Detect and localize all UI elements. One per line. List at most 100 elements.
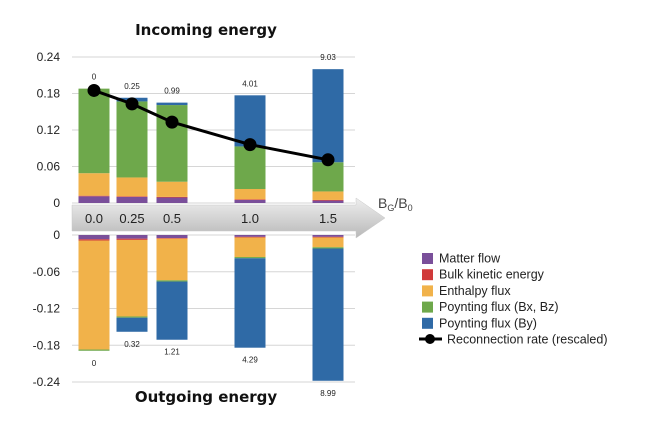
legend-label-bulk-kinetic-energy: Bulk kinetic energy bbox=[439, 268, 545, 282]
bar-segment-matter-flow bbox=[312, 200, 344, 203]
bar-segment-poynting-flux-bx-bz bbox=[78, 349, 110, 351]
reconnection-rate-point bbox=[243, 138, 257, 152]
legend-swatch-poynting-flux-by bbox=[422, 317, 433, 329]
bar-segment-bulk-kinetic-energy bbox=[156, 196, 188, 198]
bar-segment-bulk-kinetic-energy bbox=[156, 238, 188, 239]
legend-label-reconnection-rate-rescaled: Reconnection rate (rescaled) bbox=[447, 333, 608, 347]
bar-segment-poynting-flux-bx-bz bbox=[78, 88, 110, 174]
bar-total-label: 9.03 bbox=[320, 53, 336, 62]
bar-total-label: 0 bbox=[92, 73, 97, 82]
legend-swatch-enthalpy-flux bbox=[422, 285, 433, 297]
legend: Matter flow Bulk kinetic energy Enthalpy f… bbox=[419, 252, 608, 347]
reconnection-rate-point bbox=[87, 83, 101, 97]
bar-segment-matter-flow bbox=[116, 235, 148, 239]
bar-total-label: 0.32 bbox=[124, 340, 140, 349]
reconnection-rate-point bbox=[321, 153, 335, 167]
bar-segment-poynting-flux-bx-bz bbox=[156, 280, 188, 282]
bar-segment-poynting-flux-bx-bz bbox=[312, 162, 344, 192]
bar-segment-enthalpy-flux bbox=[116, 239, 148, 317]
bar-segment-poynting-flux-bx-bz bbox=[116, 101, 148, 178]
bar-segment-enthalpy-flux bbox=[78, 173, 110, 196]
bar-segment-poynting-flux-by bbox=[156, 281, 188, 340]
bar-segment-poynting-flux-by bbox=[234, 95, 266, 147]
bar-segment-poynting-flux-bx-bz bbox=[312, 247, 344, 249]
x-tick-label: 0.25 bbox=[119, 211, 144, 226]
y-tick-label: 0 bbox=[53, 228, 60, 242]
legend-label-enthalpy-flux: Enthalpy flux bbox=[439, 284, 511, 298]
x-tick-label: 1.5 bbox=[319, 211, 337, 226]
legend-label-poynting-flux-bx-bz: Poynting flux (Bx, Bz) bbox=[439, 300, 559, 314]
bar-segment-poynting-flux-by bbox=[312, 69, 344, 163]
x-tick-label: 0.5 bbox=[163, 211, 181, 226]
bar-segment-bulk-kinetic-energy bbox=[234, 236, 266, 238]
bar-segment-bulk-kinetic-energy bbox=[234, 199, 266, 200]
title-outgoing: Outgoing energy bbox=[135, 388, 278, 406]
bar-segment-enthalpy-flux bbox=[234, 189, 266, 200]
x-axis-arrow bbox=[71, 197, 386, 239]
bar-segment-matter-flow bbox=[78, 235, 110, 240]
bar-segment-matter-flow bbox=[156, 197, 188, 203]
y-tick-label: -0.24 bbox=[33, 375, 61, 389]
bar-total-label: 4.01 bbox=[242, 79, 258, 88]
bars-outgoing bbox=[78, 235, 344, 381]
bar-segment-matter-flow bbox=[234, 199, 266, 203]
reconnection-rate-point bbox=[165, 115, 179, 129]
y-tick-label: -0.06 bbox=[33, 265, 61, 279]
bar-segment-matter-flow bbox=[78, 196, 110, 203]
legend-swatch-bulk-kinetic-energy bbox=[422, 269, 433, 281]
bar-segment-matter-flow bbox=[312, 235, 344, 237]
bar-segment-poynting-flux-by bbox=[312, 248, 344, 381]
legend-label-poynting-flux-by: Poynting flux (By) bbox=[439, 316, 537, 330]
reconnection-rate-point bbox=[125, 97, 139, 111]
y-tick-label: -0.12 bbox=[33, 302, 61, 316]
bar-segment-bulk-kinetic-energy bbox=[116, 238, 148, 240]
bar-labels-outgoing: 0 0.32 1.21 4.29 8.99 bbox=[92, 340, 337, 398]
bar-segment-bulk-kinetic-energy bbox=[78, 195, 110, 197]
bar-segment-poynting-flux-bx-bz bbox=[234, 146, 266, 190]
legend-swatch-poynting-flux-bx-bz bbox=[422, 301, 433, 313]
bar-segment-matter-flow bbox=[234, 235, 266, 237]
bar-segment-poynting-flux-bx-bz bbox=[234, 257, 266, 259]
bars-incoming bbox=[78, 69, 344, 203]
x-axis-categories: 0.0 0.25 0.5 1.0 1.5 bbox=[85, 211, 337, 226]
bar-segment-enthalpy-flux bbox=[156, 238, 188, 281]
bar-segment-poynting-flux-by bbox=[234, 258, 266, 348]
y-axis-incoming: 0.24 0.18 0.12 0.06 0 bbox=[37, 50, 61, 210]
bar-segment-bulk-kinetic-energy bbox=[78, 239, 110, 241]
bar-segment-bulk-kinetic-energy bbox=[312, 236, 344, 238]
y-tick-label: 0.12 bbox=[37, 123, 61, 137]
legend-label-matter-flow: Matter flow bbox=[439, 252, 501, 266]
bar-segment-poynting-flux-by bbox=[116, 317, 148, 332]
y-tick-label: 0 bbox=[53, 196, 60, 210]
legend-swatch-matter-flow bbox=[422, 253, 433, 264]
y-tick-label: -0.18 bbox=[33, 338, 61, 352]
bar-segment-bulk-kinetic-energy bbox=[116, 196, 148, 197]
bar-segment-poynting-flux-by bbox=[156, 102, 188, 106]
y-axis-outgoing: 0 -0.06 -0.12 -0.18 -0.24 bbox=[33, 228, 61, 389]
bar-segment-enthalpy-flux bbox=[234, 237, 266, 258]
y-tick-label: 0.06 bbox=[37, 160, 61, 174]
bar-total-label: 0 bbox=[92, 359, 97, 368]
bar-total-label: 4.29 bbox=[242, 356, 258, 365]
bar-segment-enthalpy-flux bbox=[156, 181, 188, 197]
y-tick-label: 0.24 bbox=[37, 50, 61, 64]
bar-segment-enthalpy-flux bbox=[116, 177, 148, 197]
bar-segment-poynting-flux-bx-bz bbox=[116, 316, 148, 318]
bar-segment-matter-flow bbox=[116, 196, 148, 203]
x-axis-label: BG/B0 bbox=[378, 195, 413, 213]
legend-marker-reconnection-rate-rescaled bbox=[425, 334, 435, 344]
bar-total-label: 8.99 bbox=[320, 389, 336, 398]
bar-labels-incoming: 0 0.25 0.99 4.01 9.03 bbox=[92, 53, 337, 95]
bar-segment-bulk-kinetic-energy bbox=[312, 199, 344, 201]
bar-total-label: 0.25 bbox=[124, 82, 140, 91]
bar-segment-enthalpy-flux bbox=[78, 240, 110, 350]
title-incoming: Incoming energy bbox=[135, 21, 277, 39]
bar-segment-matter-flow bbox=[156, 235, 188, 239]
bar-segment-enthalpy-flux bbox=[312, 237, 344, 248]
x-tick-label: 1.0 bbox=[241, 211, 259, 226]
bar-total-label: 0.99 bbox=[164, 87, 180, 96]
bar-segment-enthalpy-flux bbox=[312, 191, 344, 200]
reconnection-rate-line bbox=[87, 83, 335, 167]
x-tick-label: 0.0 bbox=[85, 211, 103, 226]
